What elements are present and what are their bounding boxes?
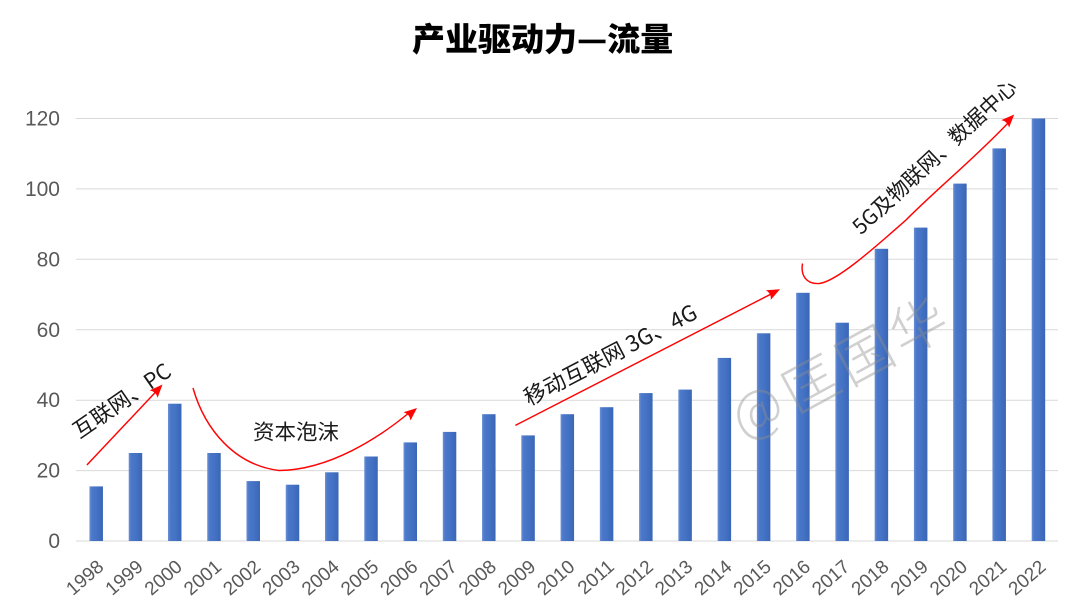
svg-text:20: 20 (37, 460, 60, 483)
svg-text:100: 100 (25, 178, 60, 201)
svg-text:60: 60 (37, 319, 60, 342)
svg-text:120: 120 (25, 108, 60, 131)
svg-text:0: 0 (48, 530, 60, 553)
svg-text:80: 80 (37, 248, 60, 271)
svg-text:40: 40 (37, 389, 60, 412)
